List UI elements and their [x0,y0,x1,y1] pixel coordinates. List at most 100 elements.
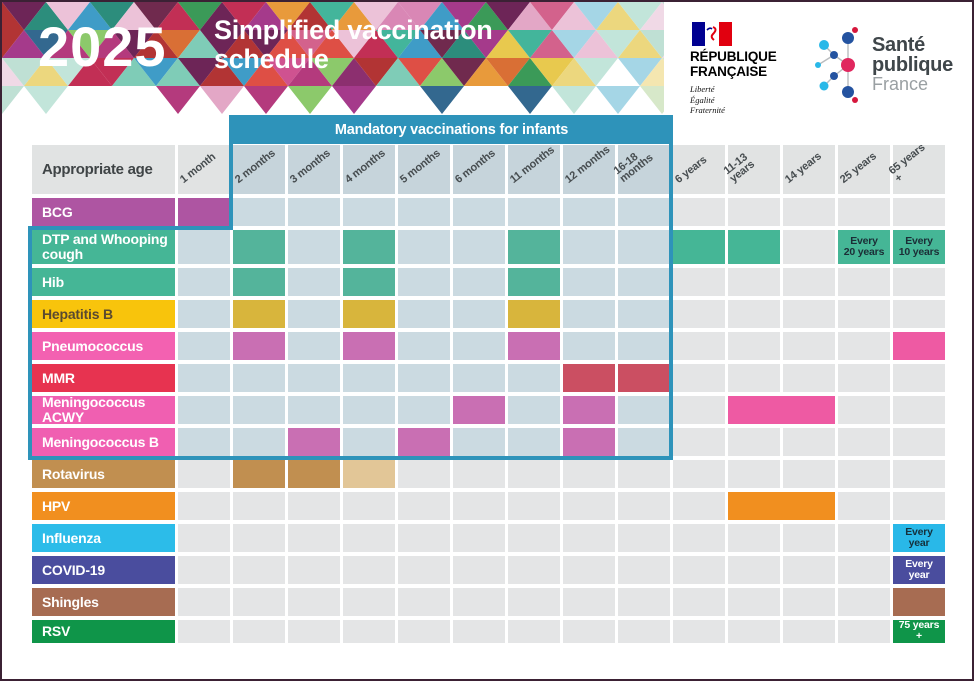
schedule-cell [233,588,285,616]
schedule-cell [343,300,395,328]
schedule-cell [563,268,615,296]
schedule-cell [453,428,505,456]
republique-francaise-logo: RÉPUBLIQUE FRANÇAISE Liberté Égalité Fra… [690,22,800,116]
schedule-cell [728,364,780,392]
schedule-cell [728,198,780,226]
schedule-cell [508,428,560,456]
schedule-cell [398,268,450,296]
schedule-cell [673,268,725,296]
row-label: Shingles [32,588,175,616]
schedule-cell [398,460,450,488]
schedule-cell [508,198,560,226]
schedule-cell [288,460,340,488]
schedule-cell [783,460,835,488]
schedule-cell [178,198,230,226]
column-header-10: 6 years [673,145,725,194]
schedule-cell [838,492,890,520]
schedule-cell [618,492,670,520]
schedule-cell [893,428,945,456]
schedule-cell [563,198,615,226]
schedule-cell [673,428,725,456]
schedule-cell [453,620,505,643]
schedule-cell [728,460,780,488]
schedule-cell [288,300,340,328]
schedule-cell [508,300,560,328]
schedule-cell [783,300,835,328]
schedule-cell [783,428,835,456]
row-label: Meningococcus ACWY [32,395,175,424]
schedule-cell [288,556,340,584]
schedule-cell [673,364,725,392]
spf-network-icon [815,27,858,103]
schedule-cell [618,300,670,328]
schedule-cell [783,524,835,552]
schedule-cell [178,396,230,424]
schedule-cell [288,396,340,424]
schedule-cell [178,524,230,552]
schedule-cell [893,396,945,424]
schedule-cell [398,198,450,226]
schedule-cell [288,230,340,264]
schedule-cell [398,428,450,456]
schedule-cell [398,620,450,643]
schedule-cell [783,230,835,264]
schedule-cell [288,268,340,296]
schedule-cell [233,198,285,226]
schedule-cell [838,428,890,456]
schedule-cell [233,620,285,643]
schedule-cell [893,268,945,296]
schedule-cell [893,460,945,488]
schedule-cell [838,620,890,643]
schedule-cell [178,364,230,392]
schedule-cell [233,268,285,296]
schedule-cell [508,620,560,643]
column-header-4: 4 months [343,145,395,194]
schedule-cell [893,588,945,616]
row-label: Rotavirus [32,460,175,488]
sante-publique-france-logo: Santé publique France [810,26,953,104]
schedule-cell [508,556,560,584]
column-header-11: 11-13 years [722,145,780,194]
schedule-cell [178,230,230,264]
schedule-cell [233,524,285,552]
schedule-cell [838,332,890,360]
schedule-cell [453,268,505,296]
spf-logo-text: Santé publique France [872,33,953,95]
schedule-cell [343,332,395,360]
schedule-cell [618,620,670,643]
schedule-cell [288,198,340,226]
schedule-cell [508,364,560,392]
schedule-cell [398,364,450,392]
schedule-cell [893,492,945,520]
schedule-cell [838,524,890,552]
year-label: 2025 [38,15,167,78]
schedule-cell [563,396,615,424]
mandatory-banner: Mandatory vaccinations for infants [231,115,672,144]
column-header-1: 1 month [178,145,230,194]
schedule-cell [398,230,450,264]
schedule-cell [728,524,780,552]
schedule-cell [398,556,450,584]
rf-logo-text: RÉPUBLIQUE FRANÇAISE [690,49,777,79]
schedule-cell [178,588,230,616]
schedule-cell [343,620,395,643]
schedule-cell [618,198,670,226]
column-header-2: 2 months [233,145,285,194]
row-label: RSV [32,620,175,643]
schedule-cell [178,460,230,488]
schedule-cell [343,460,395,488]
schedule-cell [673,524,725,552]
schedule-cell [233,364,285,392]
schedule-cell [728,268,780,296]
schedule-cell [343,268,395,296]
schedule-cell [453,460,505,488]
schedule-cell [618,364,670,392]
schedule-cell [838,198,890,226]
schedule-cell [398,300,450,328]
schedule-cell [728,492,835,520]
schedule-cell [288,332,340,360]
column-header-5: 5 months [398,145,450,194]
schedule-cell [178,428,230,456]
column-header-12: 14 years [783,145,835,194]
